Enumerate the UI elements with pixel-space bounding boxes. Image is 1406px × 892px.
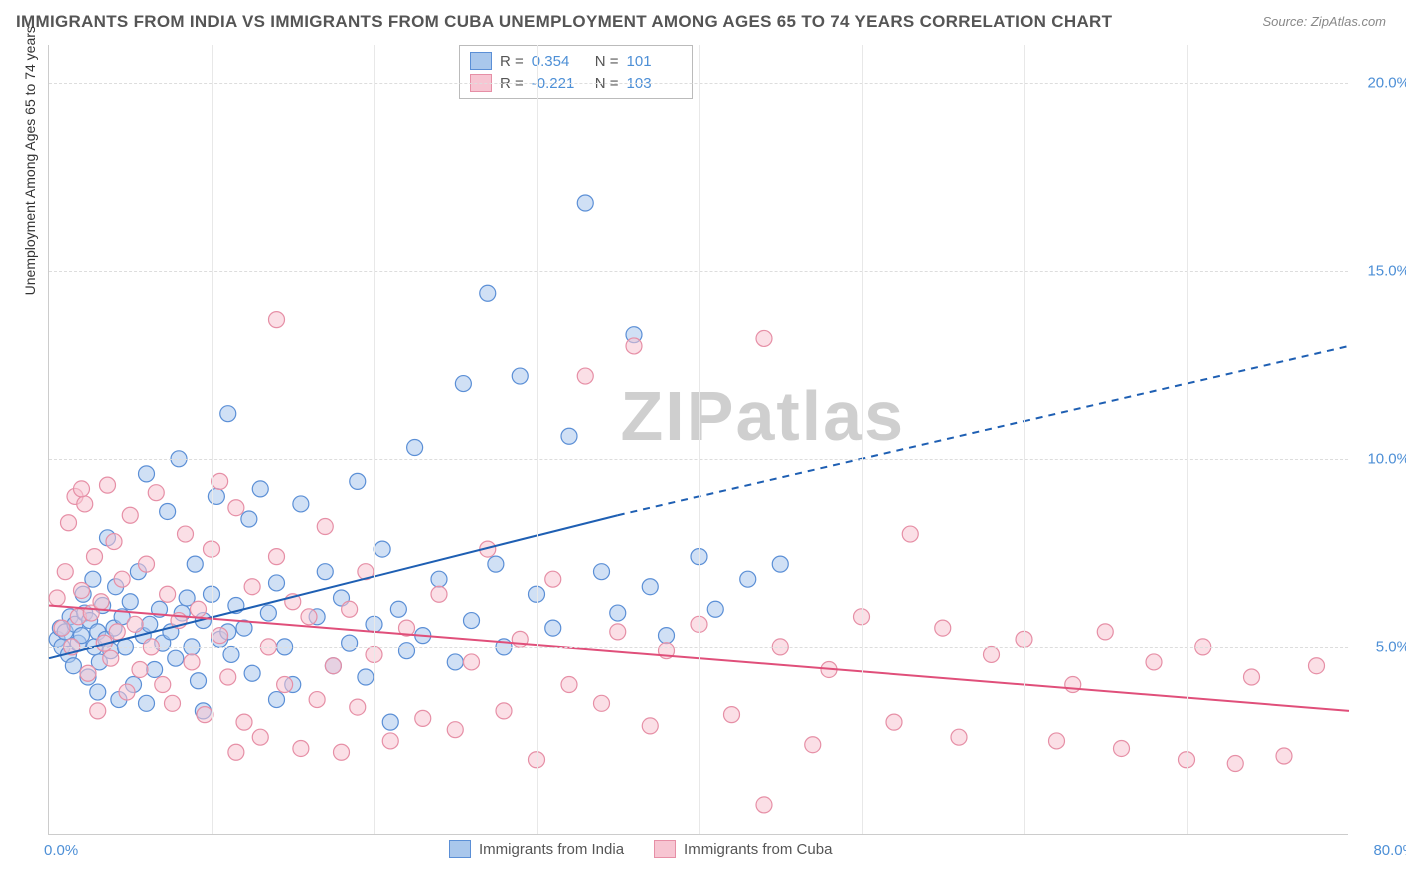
chart-title: IMMIGRANTS FROM INDIA VS IMMIGRANTS FROM… [16,12,1112,32]
series-legend: Immigrants from India Immigrants from Cu… [449,840,832,858]
chart-plot-area: ZIPatlas R = 0.354 N = 101 R = -0.221 N … [48,45,1348,835]
source-attribution: Source: ZipAtlas.com [1262,14,1386,29]
y-tick-label: 20.0% [1355,74,1406,91]
legend-label-india: Immigrants from India [479,841,624,858]
y-tick-label: 15.0% [1355,262,1406,279]
x-axis-max: 80.0% [1373,842,1406,859]
x-axis-min: 0.0% [44,842,78,859]
y-tick-label: 10.0% [1355,450,1406,467]
legend-item-cuba: Immigrants from Cuba [654,840,832,858]
legend-label-cuba: Immigrants from Cuba [684,841,832,858]
y-axis-label: Unemployment Among Ages 65 to 74 years [22,26,38,295]
y-tick-label: 5.0% [1355,638,1406,655]
legend-item-india: Immigrants from India [449,840,624,858]
legend-swatch-cuba [654,840,676,858]
legend-swatch-india [449,840,471,858]
